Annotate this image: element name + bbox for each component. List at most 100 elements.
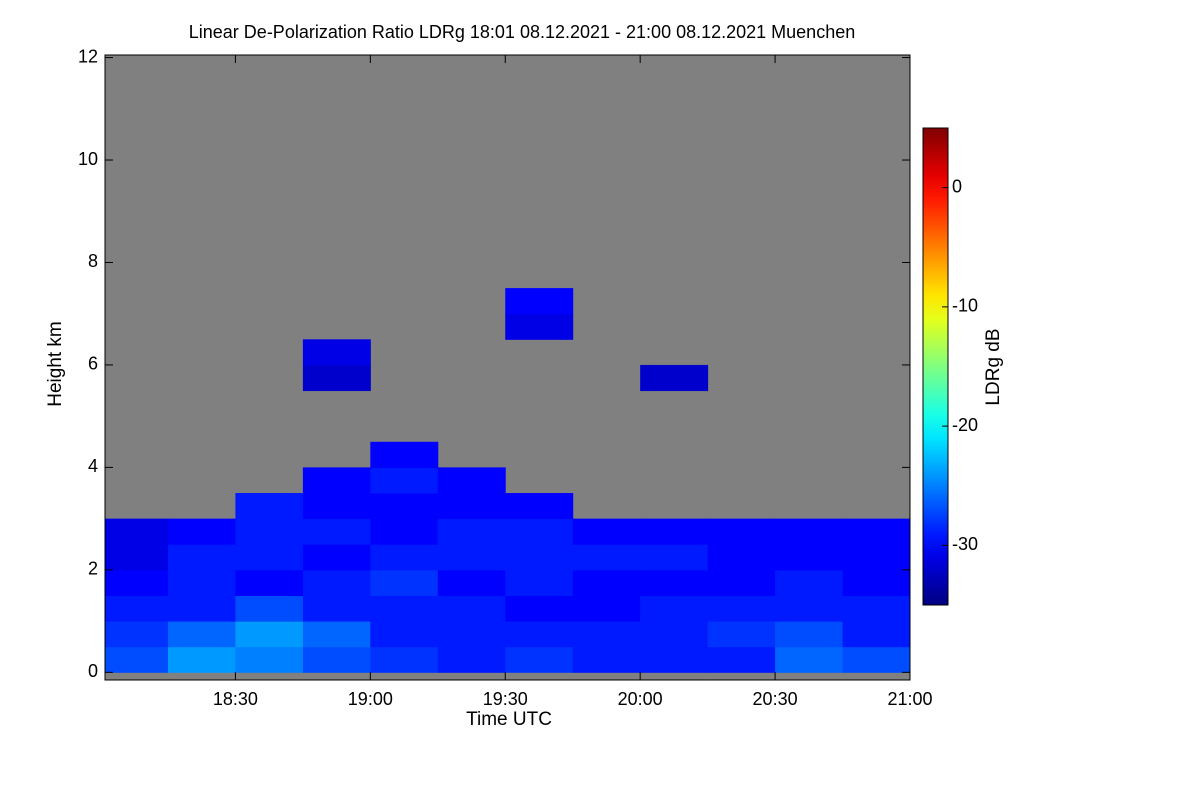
colorbar-tick-label: -20 [952,415,978,435]
heatmap-cell [640,595,709,622]
colorbar [922,127,949,606]
heatmap-cell [775,518,844,545]
heatmap-cell [572,595,641,622]
heatmap-cell [707,621,776,648]
y-tick-label: 12 [78,46,98,66]
heatmap-cell [572,518,641,545]
heatmap-cell [707,569,776,596]
heatmap-cell [167,518,236,545]
heatmap-cell [505,595,574,622]
heatmap-cell [302,467,371,494]
heatmap-cell [167,621,236,648]
heatmap-cell [437,467,506,494]
x-axis-label: Time UTC [466,709,552,730]
heatmap-cell [505,544,574,571]
heatmap-cell [572,621,641,648]
y-tick-label: 8 [88,251,98,271]
heatmap-cell [235,518,304,545]
heatmap-cell [105,544,169,571]
chart-title: Linear De-Polarization Ratio LDRg 18:01 … [189,22,855,42]
heatmap-cell [640,646,709,673]
heatmap-cell [640,364,709,392]
x-tick-label: 20:30 [753,689,798,709]
heatmap-cell [437,621,506,648]
heatmap-cell [105,621,169,648]
y-tick-label: 4 [88,456,98,476]
heatmap-cell [105,569,169,596]
heatmap-cell [370,646,439,673]
heatmap-cell [167,646,236,673]
y-tick-label: 2 [88,559,98,579]
heatmap-cell [167,569,236,596]
heatmap-cell [370,595,439,622]
heatmap-cell [370,493,439,520]
heatmap-cell [505,569,574,596]
heatmap-cell [105,595,169,622]
heatmap-cell [775,544,844,571]
heatmap-cell [105,646,169,673]
heatmap-cell [505,621,574,648]
heatmap-cell [640,569,709,596]
heatmap-cell [572,544,641,571]
heatmap-cell [707,646,776,673]
heatmap-cell [370,441,439,468]
x-tick-label: 21:00 [887,689,932,709]
heatmap-cell [302,569,371,596]
heatmap-cell [707,595,776,622]
heatmap-cell [437,646,506,673]
heatmap-cell [370,569,439,596]
heatmap-cell [167,595,236,622]
heatmap-cell [640,544,709,571]
heatmap-cell [437,569,506,596]
heatmap-cell [370,544,439,571]
heatmap-cell [505,493,574,520]
heatmap-cell [302,493,371,520]
plot-frame [104,54,911,681]
heatmap-cell [842,569,911,596]
colorbar-tick-label: -30 [952,534,978,554]
heatmap-cell [235,646,304,673]
heatmap-cell [775,646,844,673]
x-tick-label: 19:30 [483,689,528,709]
heatmap-cell [167,544,236,571]
y-tick-label: 0 [88,661,98,681]
heatmap-cell [105,518,169,545]
heatmap-cell [505,313,574,340]
heatmap-cell [302,595,371,622]
heatmap-cell [302,339,371,366]
heatmap-cell [437,595,506,622]
y-axis-label: Height km [45,321,66,407]
colorbar-tick-label: 0 [952,176,962,196]
heatmap-cell [437,544,506,571]
heatmap-cell [842,621,911,648]
heatmap-cell [505,518,574,545]
heatmap-cell [572,646,641,673]
heatmap-cell [505,288,574,315]
x-tick-label: 18:30 [213,689,258,709]
heatmap-cell [235,595,304,622]
heatmap-cell [370,621,439,648]
heatmap-cell [235,569,304,596]
heatmap-cell [707,518,776,545]
heatmap-cell [302,646,371,673]
heatmap-cell [707,544,776,571]
colorbar-label: LDRg dB [983,328,1004,405]
colorbar-tick-label: -10 [952,296,978,316]
heatmap-cell [235,544,304,571]
heatmap-cell [235,493,304,520]
heatmap-cell [437,518,506,545]
y-tick-label: 6 [88,354,98,374]
heatmap-cell [775,569,844,596]
heatmap-cell [640,621,709,648]
heatmap-cell [842,646,911,673]
heatmap-cell [302,544,371,571]
heatmap-cell [842,518,911,545]
y-tick-label: 10 [78,149,98,169]
heatmap-cell [775,621,844,648]
heatmap-cell [370,518,439,545]
heatmap-cell [640,518,709,545]
heatmap-cell [302,621,371,648]
heatmap-cell [572,569,641,596]
x-tick-label: 19:00 [348,689,393,709]
